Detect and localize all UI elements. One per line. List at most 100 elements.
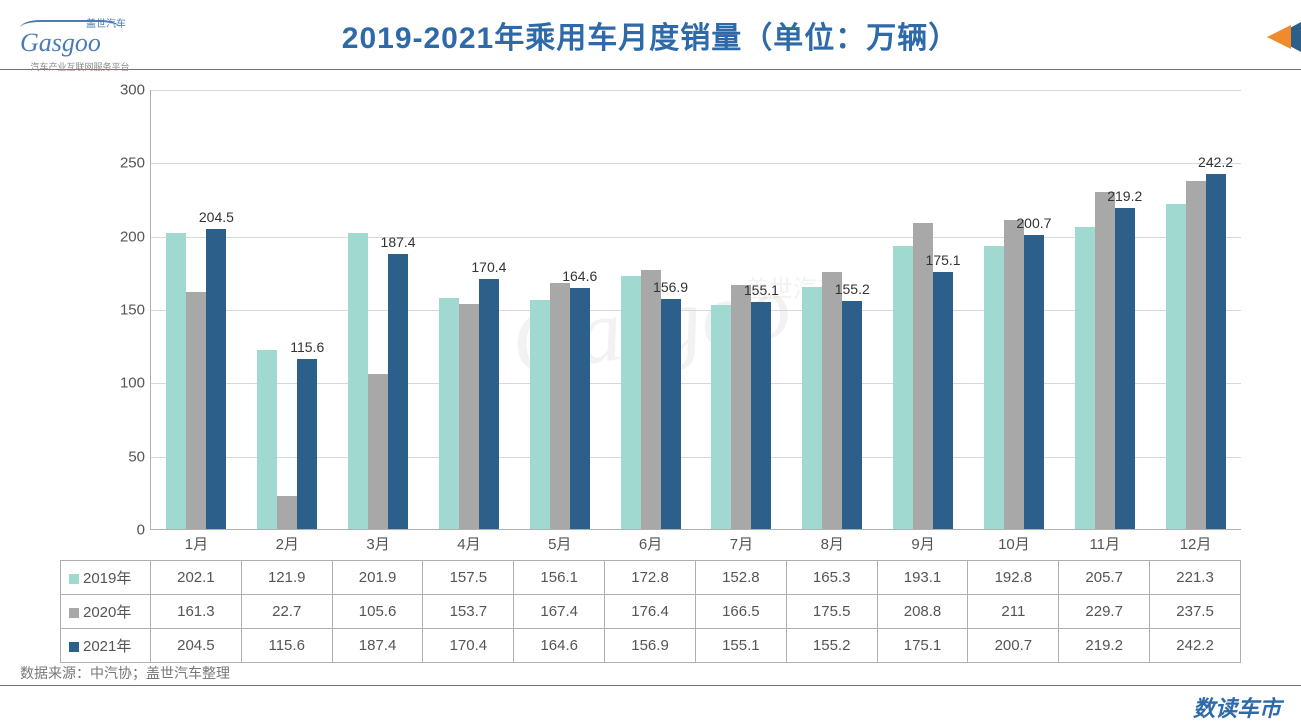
table-cell: 121.9: [241, 561, 332, 595]
month-column: 175.19月: [878, 90, 969, 529]
x-tick-label: 11月: [1059, 533, 1150, 554]
bar: 175.1: [933, 272, 953, 529]
table-cell: 155.1: [695, 629, 786, 663]
bar-group: 164.6: [530, 283, 590, 529]
bar-group: 155.1: [711, 285, 771, 529]
table-row: 2021年204.5115.6187.4170.4164.6156.9155.1…: [61, 629, 1241, 663]
bar: 115.6: [297, 359, 317, 529]
footer: 数读车市: [0, 685, 1301, 727]
bar: [459, 304, 479, 529]
bar-value-label: 204.5: [199, 209, 234, 225]
bar: [802, 287, 822, 529]
bar: [1166, 204, 1186, 529]
table-cell: 175.5: [786, 595, 877, 629]
bar-group: 156.9: [621, 270, 681, 529]
header: 盖世汽车 Gasgoo 汽车产业互联网服务平台 2019-2021年乘用车月度销…: [0, 0, 1301, 70]
table-row: 2020年161.322.7105.6153.7167.4176.4166.51…: [61, 595, 1241, 629]
table-cell: 192.8: [968, 561, 1059, 595]
bar-group: 115.6: [257, 350, 317, 529]
y-tick-label: 200: [110, 228, 145, 245]
bar: 204.5: [206, 229, 226, 529]
table-cell: 204.5: [150, 629, 241, 663]
y-tick-label: 0: [110, 522, 145, 539]
month-column: 242.212月: [1150, 90, 1241, 529]
table-cell: 208.8: [877, 595, 968, 629]
logo: 盖世汽车 Gasgoo 汽车产业互联网服务平台: [20, 15, 140, 73]
bar: 187.4: [388, 254, 408, 529]
table-cell: 22.7: [241, 595, 332, 629]
table-cell: 242.2: [1150, 629, 1241, 663]
bar: 200.7: [1024, 235, 1044, 529]
bar: [822, 272, 842, 529]
x-tick-label: 5月: [514, 533, 605, 554]
table-cell: 187.4: [332, 629, 423, 663]
table-cell: 115.6: [241, 629, 332, 663]
month-column: 200.710月: [969, 90, 1060, 529]
page-title: 2019-2021年乘用车月度销量（单位：万辆）: [0, 13, 1301, 57]
table-cell: 219.2: [1059, 629, 1150, 663]
data-source: 数据来源：中汽协；盖世汽车整理: [20, 663, 230, 683]
row-header: 2019年: [61, 561, 151, 595]
logo-cn-sub: 汽车产业互联网服务平台: [20, 60, 140, 73]
bar-value-label: 187.4: [381, 234, 416, 250]
table-cell: 167.4: [514, 595, 605, 629]
bar: 164.6: [570, 288, 590, 529]
month-column: 155.28月: [787, 90, 878, 529]
row-header: 2021年: [61, 629, 151, 663]
plot-region: 204.51月115.62月187.43月170.44月164.65月156.9…: [150, 90, 1241, 530]
bar-value-label: 155.1: [744, 282, 779, 298]
y-tick-label: 250: [110, 155, 145, 172]
table-cell: 237.5: [1150, 595, 1241, 629]
legend-swatch-icon: [69, 608, 79, 618]
bar-value-label: 115.6: [290, 339, 324, 355]
x-tick-label: 12月: [1150, 533, 1241, 554]
bar-value-label: 164.6: [562, 268, 597, 284]
bar: [1095, 192, 1115, 529]
bar: [621, 276, 641, 529]
bar-value-label: 175.1: [926, 252, 961, 268]
month-column: 187.43月: [333, 90, 424, 529]
x-tick-label: 3月: [333, 533, 424, 554]
bar: 242.2: [1206, 174, 1226, 529]
bar: [277, 496, 297, 529]
month-column: 156.96月: [605, 90, 696, 529]
x-tick-label: 6月: [605, 533, 696, 554]
bar: [530, 300, 550, 529]
table-cell: 157.5: [423, 561, 514, 595]
x-tick-label: 7月: [696, 533, 787, 554]
bar: [550, 283, 570, 529]
month-column: 204.51月: [151, 90, 242, 529]
month-column: 219.211月: [1059, 90, 1150, 529]
legend-swatch-icon: [69, 642, 79, 652]
footer-brand: 数读车市: [1193, 691, 1281, 723]
x-tick-label: 9月: [878, 533, 969, 554]
bar: [893, 246, 913, 529]
row-label: 2019年: [83, 570, 131, 587]
y-tick-label: 300: [110, 82, 145, 99]
table-cell: 170.4: [423, 629, 514, 663]
bar: [166, 233, 186, 529]
x-tick-label: 1月: [151, 533, 242, 554]
bar-group: 204.5: [166, 229, 226, 529]
bar: [1186, 181, 1206, 529]
table-cell: 200.7: [968, 629, 1059, 663]
table-cell: 164.6: [514, 629, 605, 663]
table-cell: 202.1: [150, 561, 241, 595]
table-row: 2019年202.1121.9201.9157.5156.1172.8152.8…: [61, 561, 1241, 595]
bar-group: 155.2: [802, 272, 862, 529]
bar: [913, 223, 933, 529]
bar: [348, 233, 368, 529]
bar: [186, 292, 206, 529]
bar: [1075, 227, 1095, 529]
bar: [711, 305, 731, 529]
bar-value-label: 156.9: [653, 279, 688, 295]
table-cell: 175.1: [877, 629, 968, 663]
table-cell: 165.3: [786, 561, 877, 595]
bar: [368, 374, 388, 529]
y-tick-label: 100: [110, 375, 145, 392]
bar: [641, 270, 661, 529]
row-label: 2021年: [83, 638, 131, 655]
table-cell: 201.9: [332, 561, 423, 595]
month-column: 170.44月: [424, 90, 515, 529]
x-tick-label: 8月: [787, 533, 878, 554]
